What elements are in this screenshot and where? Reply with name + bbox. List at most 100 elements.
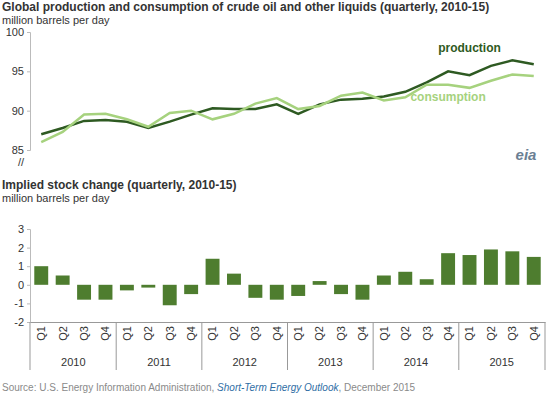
x-tick: Q1 bbox=[206, 322, 218, 341]
bar bbox=[527, 257, 541, 285]
y-axis: -2-10123 bbox=[14, 223, 30, 328]
x-tick-label: Q4 bbox=[99, 326, 111, 341]
x-tick-label: Q3 bbox=[78, 326, 90, 341]
plot-area bbox=[41, 60, 534, 142]
x-tick-label: Q3 bbox=[335, 326, 347, 341]
chart-title: Implied stock change (quarterly, 2010-15… bbox=[2, 178, 237, 192]
x-tick: Q4 bbox=[99, 322, 111, 341]
y-tick-label: 90 bbox=[12, 105, 24, 117]
chart-subtitle: million barrels per day bbox=[2, 14, 110, 26]
x-tick-label: Q2 bbox=[228, 326, 240, 341]
year-separator bbox=[373, 322, 374, 370]
x-tick: Q3 bbox=[335, 322, 347, 341]
series-label: production bbox=[438, 41, 501, 55]
plot-area bbox=[34, 249, 540, 305]
bar bbox=[270, 285, 284, 300]
x-tick-label: Q1 bbox=[35, 326, 47, 341]
bar bbox=[505, 251, 519, 284]
y-tick-label: 100 bbox=[6, 26, 24, 38]
year-separator bbox=[30, 322, 31, 370]
x-tick: Q4 bbox=[356, 322, 368, 341]
x-tick: Q1 bbox=[121, 322, 133, 341]
bar bbox=[77, 285, 91, 300]
x-tick-label: Q3 bbox=[164, 326, 176, 341]
year-label: 2012 bbox=[232, 356, 256, 368]
y-tick-label: 85 bbox=[12, 144, 24, 156]
x-tick: Q2 bbox=[228, 322, 240, 341]
y-tick: 90 bbox=[12, 105, 30, 117]
x-tick-label: Q4 bbox=[185, 326, 197, 341]
x-tick: Q3 bbox=[506, 322, 518, 341]
x-tick: Q3 bbox=[78, 322, 90, 341]
source-prefix: Source: U.S. Energy Information Administ… bbox=[2, 382, 217, 393]
x-tick: Q1 bbox=[463, 322, 475, 341]
chart-root: Global production and consumption of cru… bbox=[0, 0, 550, 396]
bar bbox=[334, 285, 348, 294]
x-tick-label: Q1 bbox=[378, 326, 390, 341]
y-tick-label: 0 bbox=[18, 279, 24, 291]
bar bbox=[441, 253, 455, 285]
y-tick-label: -1 bbox=[14, 297, 24, 309]
x-tick-label: Q2 bbox=[57, 326, 69, 341]
year-label: 2015 bbox=[489, 356, 513, 368]
source-publication: Short-Term Energy Outlook bbox=[217, 382, 339, 393]
x-tick: Q2 bbox=[399, 322, 411, 341]
x-tick-label: Q1 bbox=[121, 326, 133, 341]
x-tick: Q2 bbox=[485, 322, 497, 341]
y-tick: 2 bbox=[18, 242, 30, 254]
x-tick-label: Q4 bbox=[528, 326, 540, 341]
y-tick-mark bbox=[27, 150, 30, 151]
bar bbox=[99, 285, 113, 300]
x-tick-label: Q1 bbox=[292, 326, 304, 341]
bar bbox=[206, 259, 220, 285]
y-tick-mark bbox=[27, 71, 30, 72]
y-tick: 100 bbox=[6, 26, 30, 38]
x-tick-label: Q3 bbox=[421, 326, 433, 341]
x-tick: Q1 bbox=[292, 322, 304, 341]
logo: eia bbox=[516, 146, 537, 163]
x-tick-label: Q4 bbox=[271, 326, 283, 341]
x-tick: Q4 bbox=[528, 322, 540, 341]
chart-title: Global production and consumption of cru… bbox=[2, 0, 489, 14]
y-tick: 3 bbox=[18, 223, 30, 235]
bar bbox=[184, 285, 198, 294]
x-tick: Q3 bbox=[421, 322, 433, 341]
bar bbox=[120, 285, 134, 291]
source-suffix: , December 2015 bbox=[338, 382, 415, 393]
x-tick: Q1 bbox=[378, 322, 390, 341]
y-tick-mark bbox=[27, 303, 30, 304]
bar bbox=[313, 281, 327, 285]
x-tick: Q3 bbox=[249, 322, 261, 341]
x-tick: Q3 bbox=[164, 322, 176, 341]
bar bbox=[484, 249, 498, 284]
bar bbox=[291, 285, 305, 296]
bar bbox=[248, 285, 262, 298]
y-tick: 85 bbox=[12, 144, 30, 156]
y-axis-line bbox=[27, 33, 31, 151]
bar bbox=[463, 255, 477, 285]
bar bbox=[141, 285, 155, 288]
x-tick-label: Q2 bbox=[485, 326, 497, 341]
bar bbox=[56, 276, 70, 285]
bar bbox=[163, 285, 177, 305]
x-tick: Q2 bbox=[313, 322, 325, 341]
bar bbox=[227, 274, 241, 285]
year-separator bbox=[545, 322, 546, 370]
year-label: 2011 bbox=[147, 356, 171, 368]
year-separator bbox=[116, 322, 117, 370]
bar bbox=[34, 266, 48, 285]
year-separator bbox=[458, 322, 459, 370]
x-tick-label: Q1 bbox=[463, 326, 475, 341]
y-tick-mark bbox=[27, 32, 30, 33]
x-tick: Q2 bbox=[142, 322, 154, 341]
x-tick: Q2 bbox=[57, 322, 69, 341]
y-tick: 95 bbox=[12, 65, 30, 77]
y-tick: -2 bbox=[14, 316, 30, 328]
bar bbox=[377, 276, 391, 285]
y-tick-mark bbox=[27, 266, 30, 267]
chart-subtitle: million barrels per day bbox=[2, 192, 110, 204]
x-tick-label: Q1 bbox=[206, 326, 218, 341]
source-note: Source: U.S. Energy Information Administ… bbox=[2, 382, 416, 393]
y-tick: -1 bbox=[14, 297, 30, 309]
x-tick-label: Q2 bbox=[142, 326, 154, 341]
